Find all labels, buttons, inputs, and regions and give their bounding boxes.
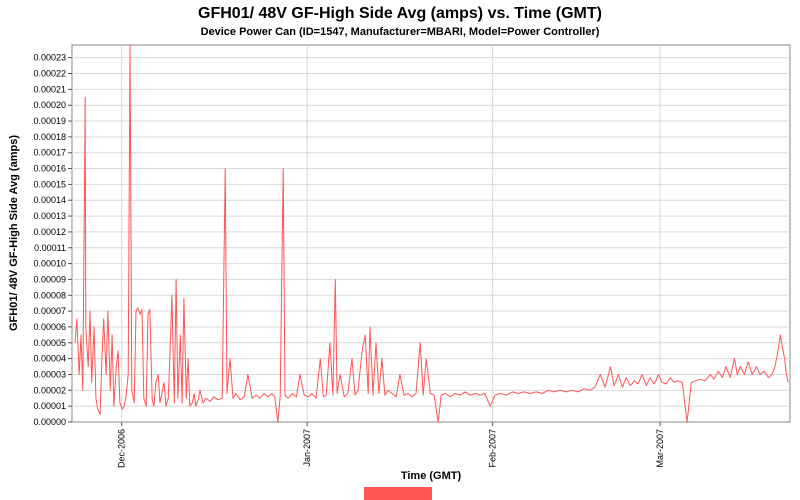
y-tick-label: 0.00011	[34, 243, 66, 253]
y-axis-label: GFH01/ 48V GF-High Side Avg (amps)	[8, 135, 20, 331]
y-tick-label: 0.00022	[33, 69, 66, 79]
y-tick-label: 0.00013	[33, 211, 66, 221]
y-tick-label: 0.00005	[33, 338, 66, 348]
plot-area	[71, 44, 791, 423]
y-tick-label: 0.00015	[33, 179, 66, 189]
chart-subtitle: Device Power Can (ID=1547, Manufacturer=…	[200, 26, 600, 38]
legend-series-swatch	[364, 487, 432, 500]
y-tick-label: 0.00000	[33, 417, 66, 427]
x-tick-label: Dec-2006	[117, 429, 127, 468]
x-tick-label: Jan-2007	[302, 429, 312, 467]
y-tick-label: 0.00017	[33, 148, 66, 158]
y-tick-label: 0.00001	[33, 401, 66, 411]
x-axis-label: Time (GMT)	[400, 470, 462, 482]
x-tick-label: Feb-2007	[488, 429, 498, 468]
y-tick-label: 0.00007	[33, 306, 66, 316]
y-tick-label: 0.00018	[33, 132, 66, 142]
y-tick-label: 0.00002	[33, 385, 66, 395]
chart-title: GFH01/ 48V GF-High Side Avg (amps) vs. T…	[198, 5, 602, 22]
y-tick-label: 0.00020	[33, 100, 66, 110]
y-tick-label: 0.00019	[33, 116, 66, 126]
y-tick-label: 0.00003	[33, 369, 66, 379]
x-tick-label: Mar-2007	[655, 429, 665, 468]
y-tick-label: 0.00012	[33, 227, 66, 237]
y-tick-label: 0.00009	[33, 274, 66, 284]
y-tick-label: 0.00010	[33, 259, 66, 269]
y-tick-label: 0.00014	[33, 195, 66, 205]
y-tick-label: 0.00016	[33, 164, 66, 174]
y-tick-label: 0.00006	[33, 322, 66, 332]
series-line	[74, 44, 789, 423]
y-tick-label: 0.00008	[33, 290, 66, 300]
y-tick-label: 0.00023	[33, 53, 66, 63]
y-tick-label: 0.00004	[33, 354, 66, 364]
y-tick-label: 0.00021	[33, 84, 66, 94]
